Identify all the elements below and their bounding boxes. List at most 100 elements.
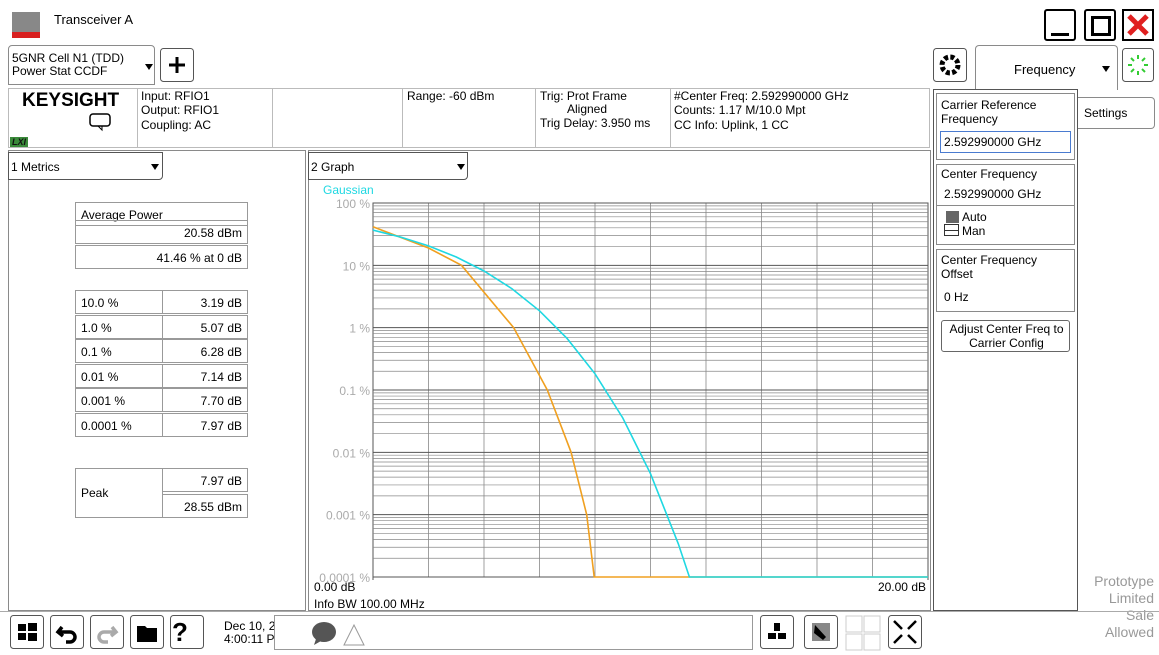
close-button[interactable] xyxy=(1122,9,1154,41)
metric-label: 0.1 % xyxy=(81,345,112,359)
metric-row: 7.97 dB xyxy=(162,468,248,492)
metric-row: 28.55 dBm xyxy=(162,494,248,518)
app-icon xyxy=(12,12,40,38)
metric-label: 0.0001 % xyxy=(81,418,132,433)
metric-label: 10.0 % xyxy=(81,296,119,310)
carrier-reference-control[interactable]: Carrier Reference Frequency 2.592990000 … xyxy=(936,93,1075,160)
metric-row: 20.58 dBm xyxy=(75,220,248,244)
metric-row: 0.01 % xyxy=(75,363,163,388)
metric-value: 7.70 dB xyxy=(200,394,242,408)
info-text: Range: -60 dBm xyxy=(407,89,495,103)
mode-option: Auto xyxy=(962,210,987,224)
mode-line: 5GNR Cell N1 (TDD) xyxy=(12,51,125,65)
metric-value: 20.58 dBm xyxy=(183,226,242,240)
dropdown-arrow xyxy=(151,164,159,170)
mode-option: Man xyxy=(962,224,986,238)
metric-label: 1.0 % xyxy=(81,320,112,335)
metric-label: Average Power xyxy=(81,208,163,222)
info-text: Coupling: AC xyxy=(141,118,212,132)
dropdown-arrow xyxy=(457,164,465,170)
metrics-selector[interactable]: 1 Metrics xyxy=(8,152,163,180)
info-text: Input: RFIO1 xyxy=(141,89,210,103)
mode-tab[interactable]: 5GNR Cell N1 (TDD) Power Stat CCDF xyxy=(8,45,155,85)
info-text: Trig: Prot Frame xyxy=(540,89,627,103)
offset-control[interactable]: Center Frequency Offset 0 Hz xyxy=(936,249,1075,312)
info-text: #Center Freq: 2.592990000 GHz xyxy=(674,89,849,103)
y-tick-label: 0.01 % xyxy=(333,446,371,460)
ccdf-line xyxy=(372,229,928,578)
taskbar-left xyxy=(10,615,204,649)
metric-row: 5.07 dB xyxy=(162,314,248,339)
metric-row: Average Power xyxy=(75,202,248,226)
settings-gear[interactable] xyxy=(933,48,967,82)
y-tick-label: 1 % xyxy=(349,322,370,336)
value-input[interactable]: 2.592990000 GHz xyxy=(940,131,1071,153)
maximize-button[interactable] xyxy=(1084,9,1116,41)
time: 4:00:11 PM xyxy=(224,632,285,646)
metrics-tables: Average Power 20.58 dBm 41.46 % at 0 dB … xyxy=(75,202,248,522)
metric-row: Peak xyxy=(75,468,163,518)
metric-value: 6.28 dB xyxy=(200,345,242,359)
frequency-tab[interactable]: Frequency xyxy=(975,45,1118,90)
dropdown-arrow xyxy=(1102,66,1110,72)
metric-label: 0.001 % xyxy=(81,394,126,408)
add-button[interactable] xyxy=(160,48,194,82)
watermark-line: Limited xyxy=(1108,590,1154,606)
y-tick-label: 0.0001 % xyxy=(319,571,370,585)
lxi-badge: LXI xyxy=(10,137,29,147)
metric-value: 7.97 dB xyxy=(200,418,242,433)
busy-indicator xyxy=(1122,48,1154,82)
center-frequency-control[interactable]: Center Frequency 2.592990000 GHz xyxy=(936,164,1075,206)
minimize-button[interactable] xyxy=(1044,9,1076,41)
y-tick-label: 0.001 % xyxy=(326,509,370,523)
dropdown-arrow xyxy=(145,64,153,70)
y-tick-label: 100 % xyxy=(336,197,370,211)
window-title: Transceiver A xyxy=(54,12,133,27)
metric-value: 3.19 dB xyxy=(200,296,242,310)
metric-row: 7.70 dB xyxy=(162,388,248,412)
control-value: 2.592990000 GHz xyxy=(944,187,1042,201)
metrics-window xyxy=(8,150,306,611)
ccdf-line xyxy=(372,226,928,578)
auto-man-toggle[interactable]: Auto Man xyxy=(936,205,1075,245)
window-label: 1 Metrics xyxy=(11,160,60,174)
settings-tab[interactable]: Settings xyxy=(1078,97,1155,129)
info-text: CC Info: Uplink, 1 CC xyxy=(674,118,789,132)
control-label: Center Frequency xyxy=(941,167,1038,181)
metric-value: 5.07 dB xyxy=(200,320,242,335)
x-tick-label: 20.00 dB xyxy=(878,580,926,594)
info-bw: Info BW 100.00 MHz xyxy=(314,597,425,611)
control-value: 0 Hz xyxy=(944,290,969,304)
info-text: Aligned xyxy=(567,102,608,116)
metric-value: 7.97 dB xyxy=(200,474,242,488)
y-tick-label: 0.1 % xyxy=(339,384,370,398)
metric-row: 41.46 % at 0 dB xyxy=(75,245,248,269)
metric-row: 6.28 dB xyxy=(162,339,248,363)
control-label: Center Frequency Offset xyxy=(941,253,1038,281)
watermark: Prototype Limited Sale Allowed xyxy=(1080,573,1154,641)
help-button[interactable]: ? xyxy=(172,617,188,647)
watermark-line: Allowed xyxy=(1104,624,1154,640)
metric-row: 0.0001 % xyxy=(75,412,163,437)
metric-row: 7.14 dB xyxy=(162,363,248,388)
window-label: 2 Graph xyxy=(311,160,355,174)
metric-row: 1.0 % xyxy=(75,314,163,339)
info-text: Output: RFIO1 xyxy=(141,103,220,117)
tab-label: Frequency xyxy=(1014,62,1076,77)
adjust-button[interactable]: Adjust Center Freq to Carrier Config xyxy=(941,320,1070,352)
mode-line: Power Stat CCDF xyxy=(12,64,108,78)
metric-row: 10.0 % xyxy=(75,290,163,314)
metric-label: Peak xyxy=(81,486,109,500)
y-tick-label: 10 % xyxy=(343,259,371,273)
metric-value: 41.46 % at 0 dB xyxy=(156,251,242,265)
taskbar-right xyxy=(760,615,922,651)
screen-icon xyxy=(89,113,111,132)
metric-row: 0.001 % xyxy=(75,388,163,412)
graph-selector[interactable]: 2 Graph xyxy=(308,152,468,180)
control-label: Carrier Reference Frequency xyxy=(941,98,1037,126)
metric-row: 7.97 dB xyxy=(162,412,248,437)
metric-row: 0.1 % xyxy=(75,339,163,363)
watermark-line: Sale xyxy=(1125,607,1154,623)
watermark-line: Prototype xyxy=(1094,573,1154,589)
metric-value: 28.55 dBm xyxy=(183,500,242,514)
